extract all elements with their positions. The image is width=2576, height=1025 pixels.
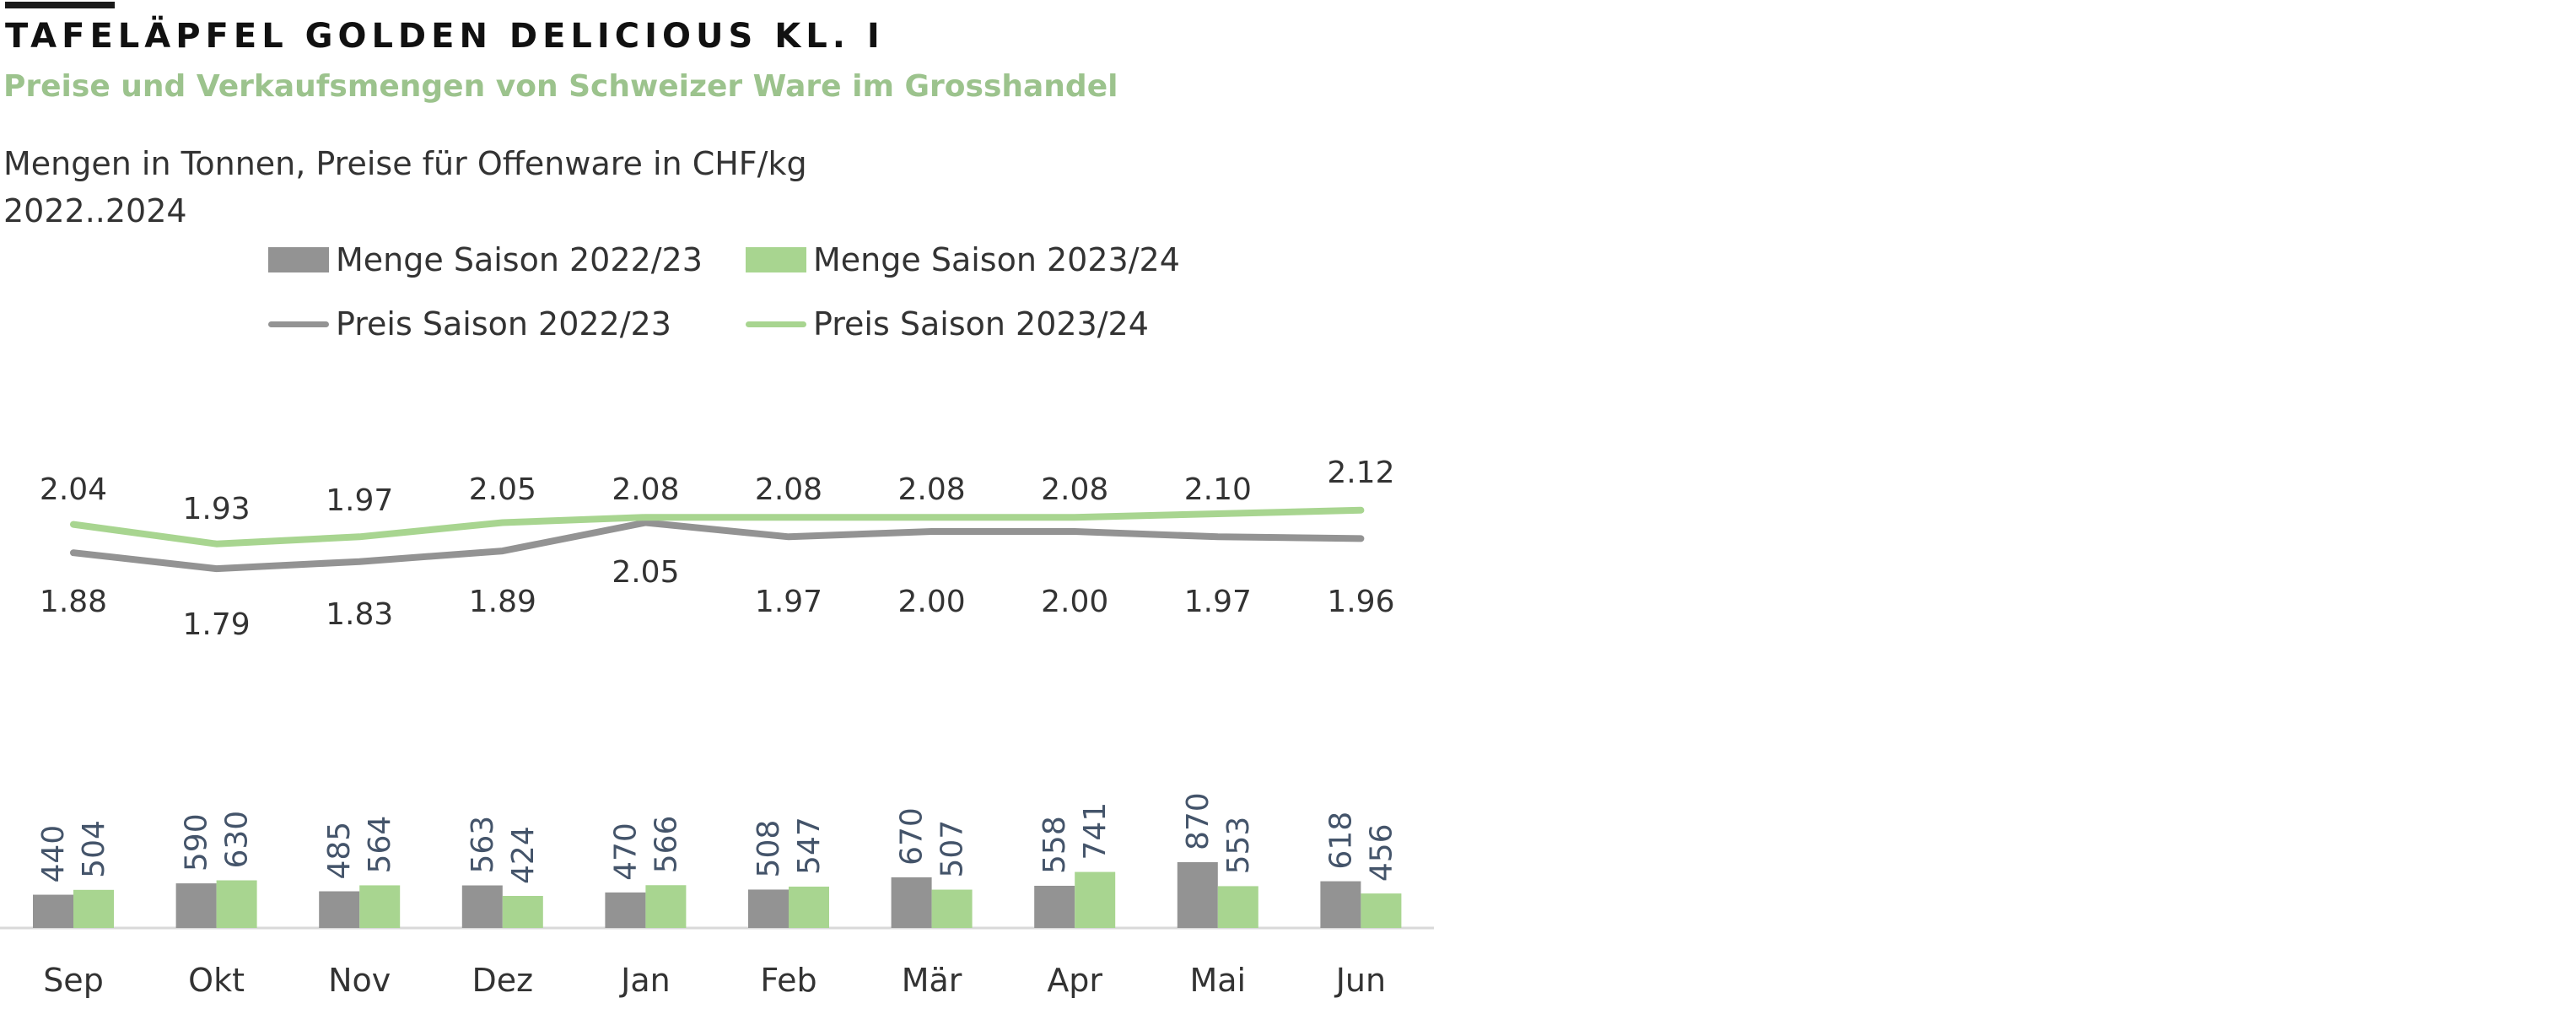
bar-value-label: 564 [363,816,397,874]
price-label-2023-24: 1.93 [183,492,251,526]
x-tick-label: Sep [43,962,104,999]
bar-value-label: 507 [935,820,970,878]
legend-label: Preis Saison 2022/23 [336,305,671,343]
legend-item-menge-2023-24: Menge Saison 2023/24 [746,241,1180,278]
price-label-2022-23: 1.96 [1327,585,1394,619]
bar-menge-2023-24 [502,895,543,928]
legend-swatch-green-bar [746,247,806,272]
x-tick-label: Dez [472,962,534,999]
bar-value-label: 870 [1181,792,1215,850]
chart-title: TAFELÄPFEL GOLDEN DELICIOUS KL. I [5,17,885,56]
x-tick-label: Jan [619,962,671,999]
bar-menge-2022-23 [891,877,932,928]
line-preis-2023-24 [70,506,1365,548]
bar-menge-2023-24 [359,885,401,928]
price-label-2023-24: 2.05 [469,472,536,507]
bar-menge-2023-24 [931,889,973,928]
bar-value-label: 630 [220,811,255,869]
bar-value-label: 485 [322,822,357,880]
bar-value-label: 618 [1323,812,1358,870]
bar-value-label: 741 [1078,802,1113,860]
bar-value-label: 670 [895,807,930,866]
bar-value-label: 508 [752,820,786,878]
chart-subtitle: Preise und Verkaufsmengen von Schweizer … [3,69,1118,104]
bar-menge-2022-23 [748,889,789,928]
bar-value-label: 456 [1364,823,1398,882]
price-label-2023-24: 2.08 [1041,472,1108,507]
price-label-2022-23: 1.89 [469,585,536,619]
price-label-2023-24: 2.08 [755,472,822,507]
price-label-2023-24: 1.97 [326,483,393,518]
price-label-2022-23: 1.79 [183,607,251,642]
bar-value-label: 553 [1221,817,1256,875]
legend-item-preis-2022-23: Preis Saison 2022/23 [268,305,671,343]
x-tick-label: Mär [902,962,962,999]
bar-menge-2023-24 [789,886,829,928]
line-preis-2022-23 [70,519,1365,573]
x-tick-label: Apr [1047,962,1102,999]
legend-swatch-gray-bar [268,247,329,272]
bar-menge-2023-24 [1361,893,1402,928]
x-tick-label: Jun [1334,962,1386,999]
bar-menge-2023-24 [1217,886,1258,928]
bar-menge-2022-23 [33,894,73,928]
legend-swatch-gray-line [268,321,329,327]
chart-legend: Menge Saison 2022/23 Menge Saison 2023/2… [268,236,1280,363]
price-label-2022-23: 1.97 [755,585,822,619]
price-label-2022-23: 1.83 [326,597,393,632]
price-label-2023-24: 2.08 [898,472,966,507]
price-label-2023-24: 2.10 [1184,472,1252,507]
bar-menge-2022-23 [175,883,217,928]
bar-menge-2023-24 [1075,871,1116,928]
bar-value-label: 590 [180,813,214,871]
price-label-2023-24: 2.04 [40,472,107,507]
x-tick-label: Mai [1189,962,1246,999]
legend-item-menge-2022-23: Menge Saison 2022/23 [268,241,703,278]
bar-value-label: 566 [649,816,683,874]
price-label-2023-24: 2.08 [612,472,679,507]
price-label-2023-24: 2.12 [1327,456,1394,490]
legend-item-preis-2023-24: Preis Saison 2023/24 [746,305,1149,343]
bar-menge-2022-23 [605,892,646,928]
period-note: 2022..2024 [3,192,187,229]
legend-label: Preis Saison 2023/24 [813,305,1149,343]
price-label-2022-23: 1.88 [40,585,107,619]
x-tick-label: Okt [188,962,245,999]
price-label-2022-23: 1.97 [1184,585,1252,619]
legend-label: Menge Saison 2023/24 [813,241,1180,278]
bar-menge-2023-24 [645,885,687,928]
units-note: Mengen in Tonnen, Preise für Offenware i… [3,145,807,182]
bar-value-label: 424 [506,826,541,884]
bar-value-label: 470 [608,823,643,881]
title-accent-bar [5,2,115,8]
bar-value-label: 440 [36,825,71,883]
bar-menge-2022-23 [319,891,360,928]
bar-menge-2023-24 [216,880,257,928]
bar-value-label: 547 [792,817,827,875]
x-tick-label: Nov [328,962,391,999]
bar-menge-2022-23 [461,885,503,928]
bar-value-label: 504 [77,820,111,878]
price-label-2022-23: 2.00 [898,585,966,619]
x-tick-label: Feb [760,962,816,999]
bar-menge-2023-24 [73,889,114,928]
bar-value-label: 563 [466,816,500,874]
price-label-2022-23: 2.00 [1041,585,1108,619]
bar-menge-2022-23 [1034,885,1075,928]
bar-value-label: 558 [1037,816,1072,874]
bar-menge-2022-23 [1320,881,1361,928]
bar-menge-2022-23 [1177,862,1218,928]
legend-swatch-green-line [746,321,806,327]
legend-label: Menge Saison 2022/23 [336,241,703,278]
price-label-2022-23: 2.05 [612,555,679,590]
